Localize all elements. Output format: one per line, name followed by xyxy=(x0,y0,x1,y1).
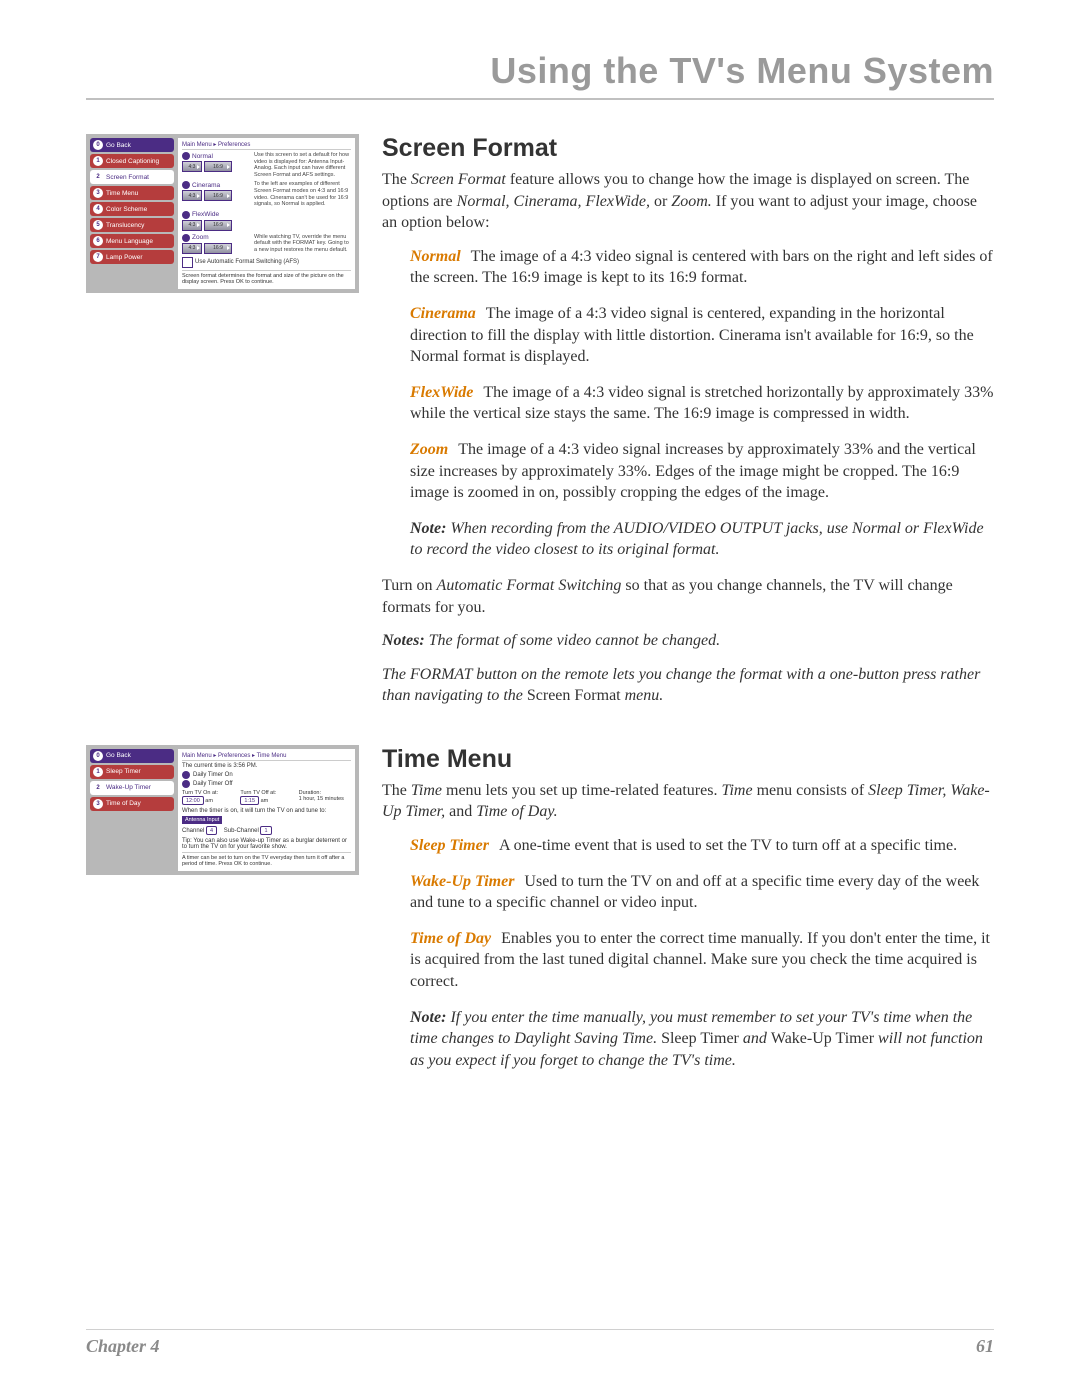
section-title-screen-format: Screen Format xyxy=(382,134,994,163)
afs-label: Use Automatic Format Switching (AFS) xyxy=(195,259,299,265)
note-dst: Note: If you enter the time manually, yo… xyxy=(410,1007,994,1072)
afs-paragraph: Turn on Automatic Format Switching so th… xyxy=(382,575,994,618)
time-values-row: 12:00 am 1:15 am 1 hour, 15 minutes xyxy=(182,796,351,805)
menu-item-sleep-timer: 1Sleep Timer xyxy=(90,765,174,779)
page-number: 61 xyxy=(976,1336,994,1357)
definition-flexwide: FlexWideThe image of a 4:3 video signal … xyxy=(410,382,994,425)
page-footer: Chapter 4 61 xyxy=(86,1329,994,1357)
menu-item-menu-language: 6Menu Language xyxy=(90,234,174,248)
time-menu-lead: The Time menu lets you set up time-relat… xyxy=(382,780,994,823)
current-time: The current time is 3:56 PM. xyxy=(182,763,351,769)
menu-item-translucency: 5Translucency xyxy=(90,218,174,232)
format-row-zoom: Zoom4:316:9While watching TV, override t… xyxy=(182,234,351,254)
menu-item-go-back: 0Go Back xyxy=(90,749,174,763)
chapter-label: Chapter 4 xyxy=(86,1336,160,1357)
note-recording: Note: When recording from the AUDIO/VIDE… xyxy=(410,518,994,561)
definition-wake-up-timer: Wake-Up TimerUsed to turn the TV on and … xyxy=(410,871,994,914)
menu-item-color-scheme: 4Color Scheme xyxy=(90,202,174,216)
menu-item-closed-captioning: 1Closed Captioning xyxy=(90,154,174,168)
notes-format-button: The FORMAT button on the remote lets you… xyxy=(382,664,994,707)
definition-cinerama: CineramaThe image of a 4:3 video signal … xyxy=(410,303,994,368)
section-title-time-menu: Time Menu xyxy=(382,745,994,774)
page-header: Using the TV's Menu System xyxy=(86,50,994,100)
definition-normal: NormalThe image of a 4:3 video signal is… xyxy=(410,246,994,289)
radio-daily-off: Daily Timer Off xyxy=(193,781,233,787)
menu-item-go-back: 0Go Back xyxy=(90,138,174,152)
thumb-footer: Screen format determines the format and … xyxy=(182,270,351,286)
breadcrumb: Main Menu ▸ Preferences ▸ Time Menu xyxy=(182,752,351,761)
format-row-flexwide: FlexWide4:316:9 xyxy=(182,211,351,231)
when-text: When the timer is on, it will turn the T… xyxy=(182,808,351,814)
menu-item-time-menu: 3Time Menu xyxy=(90,186,174,200)
format-row-normal: Normal4:316:9Use this screen to set a de… xyxy=(182,152,351,178)
menu-item-lamp-power: 7Lamp Power xyxy=(90,250,174,264)
format-row-cinerama: Cinerama4:316:9To the left are examples … xyxy=(182,181,351,207)
tip-text: Tip: You can also use Wake-up Timer as a… xyxy=(182,838,351,850)
thumb-footer: A timer can be set to turn on the TV eve… xyxy=(182,852,351,868)
menu-item-time-of-day: 3Time of Day xyxy=(90,797,174,811)
screenshot-screen-format: 0Go Back 1Closed Captioning 2Screen Format… xyxy=(86,134,359,293)
definition-sleep-timer: Sleep TimerA one-time event that is used… xyxy=(410,835,994,857)
definition-time-of-day: Time of DayEnables you to enter the corr… xyxy=(410,928,994,993)
breadcrumb: Main Menu ▸ Preferences xyxy=(182,141,351,150)
definition-zoom: ZoomThe image of a 4:3 video signal incr… xyxy=(410,439,994,504)
screen-format-lead: The Screen Format feature allows you to … xyxy=(382,169,994,234)
radio-daily-on: Daily Timer On xyxy=(193,772,233,778)
notes-format-unchangeable: Notes: The format of some video cannot b… xyxy=(382,630,994,652)
screenshot-time-menu: 0Go Back 1Sleep Timer 2Wake-Up Timer 3Time … xyxy=(86,745,359,875)
antenna-input: Antenna Input xyxy=(182,816,222,824)
menu-item-screen-format: 2Screen Format xyxy=(90,170,174,184)
menu-item-wake-up-timer: 2Wake-Up Timer xyxy=(90,781,174,795)
channel-row: Channel 4 Sub-Channel 1 xyxy=(182,826,351,835)
